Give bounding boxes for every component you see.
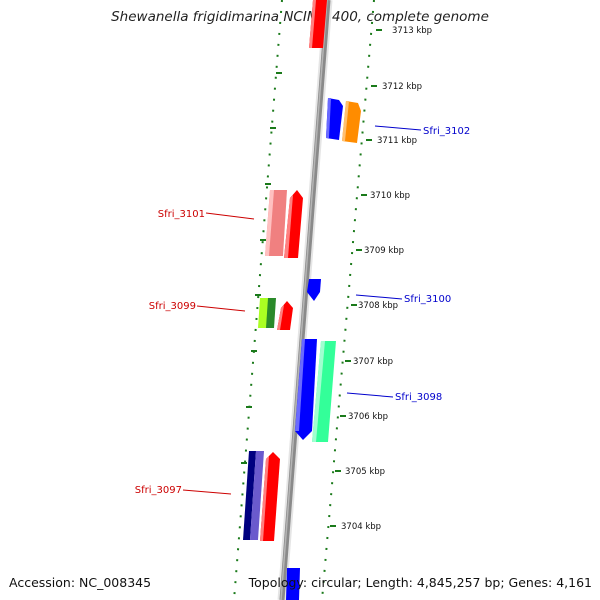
guide-right (321, 0, 375, 600)
scale-label: 3708 kbp (358, 301, 398, 311)
gene-label-sfri-3097[interactable]: Sfri_3097 (135, 485, 182, 496)
gene-feature-red-3101[interactable] (284, 190, 303, 258)
gene-feature-pink-3101[interactable] (265, 190, 287, 256)
guide-left (233, 0, 283, 600)
gene-label-sfri-3099[interactable]: Sfri_3099 (149, 301, 196, 312)
gene-labels: Sfri_3102 Sfri_3101 Sfri_3100 Sfri_3099 … (135, 126, 470, 496)
accession-text: Accession: NC_008345 (9, 575, 152, 590)
gene-feature-bottom-blue[interactable] (286, 568, 300, 600)
scale-label: 3712 kbp (382, 82, 422, 92)
genome-title: Shewanella frigidimarina NCIMB 400, comp… (111, 9, 489, 25)
topology-text: Topology: circular; Length: 4,845,257 bp… (248, 575, 592, 590)
gene-feature-blue-3098[interactable] (295, 339, 317, 440)
gene-label-sfri-3100[interactable]: Sfri_3100 (404, 294, 451, 305)
scale-label: 3705 kbp (345, 467, 385, 477)
scale-ticks (330, 29, 382, 527)
scale-label: 3706 kbp (348, 412, 388, 422)
scale-labels: 3713 kbp 3712 kbp 3711 kbp 3710 kbp 3709… (341, 26, 432, 532)
gene-feature-orange-3102[interactable] (342, 101, 361, 143)
scale-label: 3704 kbp (341, 522, 381, 532)
gene-label-sfri-3102[interactable]: Sfri_3102 (423, 126, 470, 137)
gene-feature-navy-3097[interactable] (243, 451, 256, 540)
gene-feature-lime-3099[interactable] (258, 298, 276, 328)
gene-label-sfri-3098[interactable]: Sfri_3098 (395, 392, 442, 403)
gene-feature-slate-3097[interactable] (250, 451, 264, 540)
scale-label: 3710 kbp (370, 191, 410, 201)
scale-label: 3709 kbp (364, 246, 404, 256)
gene-feature-red-3097[interactable] (260, 452, 280, 541)
genome-backbone (277, 0, 333, 600)
gene-feature-blue-3102[interactable] (326, 98, 343, 140)
label-leaders (182, 125, 422, 495)
inner-ticks (241, 72, 282, 464)
gene-feature-teal-3098[interactable] (312, 341, 336, 442)
gene-feature-red-3099[interactable] (277, 301, 293, 330)
scale-label: 3711 kbp (377, 136, 417, 146)
gene-feature-top-red[interactable] (309, 0, 327, 48)
scale-label: 3713 kbp (392, 26, 432, 36)
scale-label: 3707 kbp (353, 357, 393, 367)
gene-feature-blue-3100[interactable] (307, 279, 321, 301)
gene-label-sfri-3101[interactable]: Sfri_3101 (158, 209, 205, 220)
